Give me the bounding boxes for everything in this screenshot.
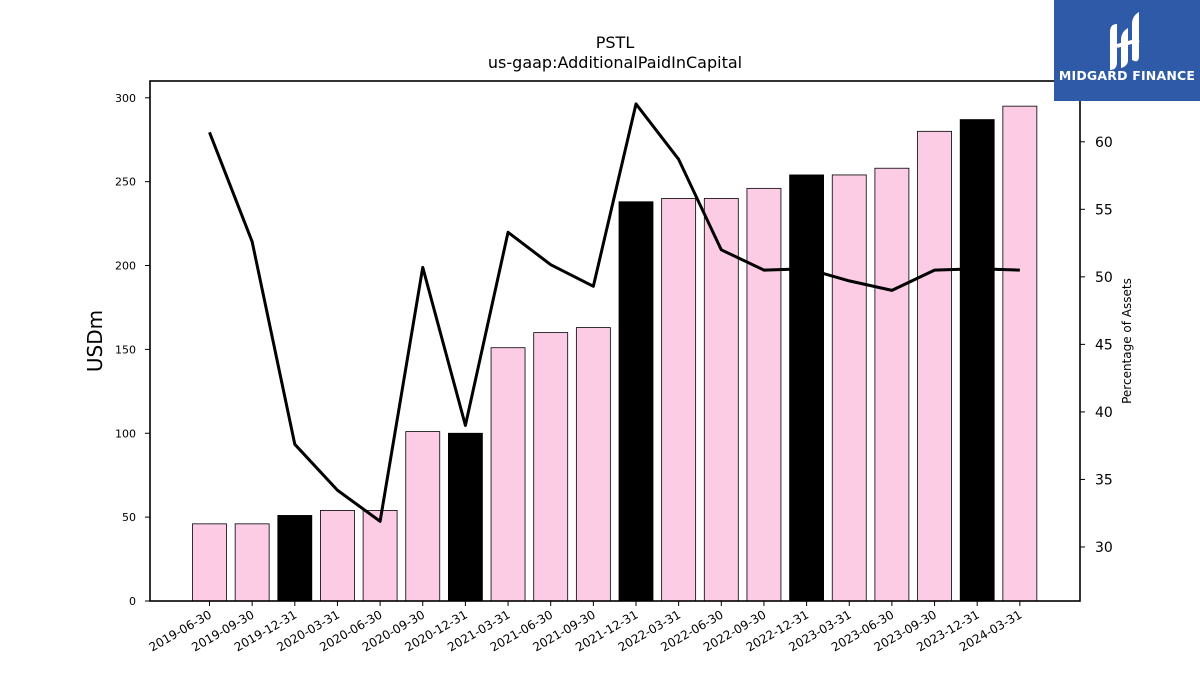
y-tick-label: 50: [122, 511, 136, 524]
y-tick-label: 150: [115, 343, 136, 356]
line-percentage-of-assets: [208, 102, 1020, 523]
bar-2021-09-30: [575, 327, 611, 602]
y2-tick-label: 50: [1095, 270, 1113, 286]
y2-tick-label: 35: [1095, 472, 1113, 488]
bar-2019-09-30: [234, 523, 270, 602]
chart-title: PSTL: [596, 33, 635, 52]
bar-2019-06-30: [192, 523, 227, 602]
y2-tick-label: 45: [1095, 337, 1113, 353]
y-tick-label: 250: [115, 176, 136, 189]
bar-2023-12-31: [959, 119, 995, 602]
bar-2020-06-30: [362, 510, 398, 602]
bar-2021-03-31: [490, 347, 526, 602]
bar-2023-03-31: [831, 174, 867, 602]
bar-series: [192, 105, 1038, 602]
y2-axis-label: Percentage of Assets: [1120, 278, 1134, 404]
bar-2020-03-31: [320, 510, 355, 602]
y-tick-label: 0: [129, 595, 136, 608]
y-axis-left: 0 50 100 150 200 250 300: [115, 92, 150, 608]
chart-subtitle: us-gaap:AdditionalPaidInCapital: [488, 53, 742, 72]
y-axis-label: USDm: [83, 310, 107, 372]
bar-2023-06-30: [874, 167, 910, 602]
bar-2023-09-30: [917, 130, 952, 602]
x-axis: 2019-06-302019-09-302019-12-312020-03-31…: [147, 601, 1024, 654]
bar-2024-03-31: [1002, 105, 1038, 602]
plot-frame: [149, 80, 1081, 602]
bar-2020-09-30: [405, 431, 441, 602]
bar-2022-09-30: [746, 187, 782, 602]
bar-2019-12-31: [277, 515, 313, 602]
bar-2022-03-31: [661, 198, 697, 602]
y2-tick-label: 60: [1095, 135, 1113, 151]
midgard-logo-mark-icon: [1110, 12, 1140, 70]
bar-2022-12-31: [789, 174, 824, 602]
y2-tick-label: 30: [1095, 540, 1113, 556]
y2-tick-label: 40: [1095, 405, 1113, 421]
y-tick-label: 100: [115, 427, 136, 440]
line-series: [208, 102, 1020, 523]
y-axis-right: 30 35 40 45 50 55 60: [1080, 135, 1113, 556]
bar-2021-06-30: [533, 332, 569, 602]
bar-2021-12-31: [618, 201, 654, 602]
y2-tick-label: 55: [1095, 202, 1113, 218]
bar-2022-06-30: [703, 198, 739, 602]
logo-text: MIDGARD FINANCE: [1058, 68, 1196, 83]
bar-2020-12-31: [447, 432, 483, 602]
y-tick-label: 300: [115, 92, 136, 105]
y-tick-label: 200: [115, 260, 136, 273]
midgard-finance-logo: MIDGARD FINANCE: [1054, 0, 1200, 101]
